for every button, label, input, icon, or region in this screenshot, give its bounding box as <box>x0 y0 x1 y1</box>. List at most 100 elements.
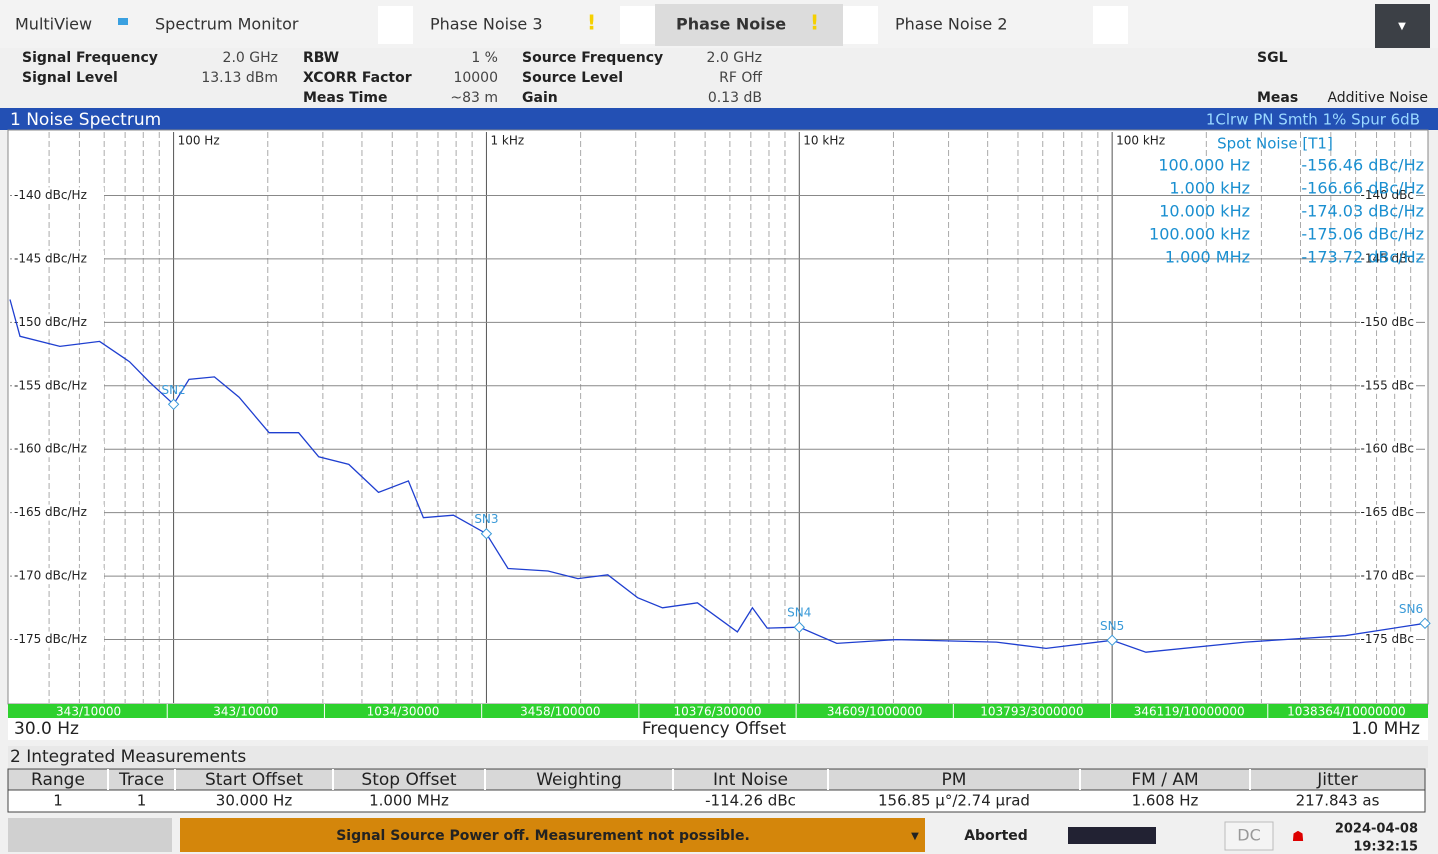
y-label-bg <box>12 314 104 331</box>
table-cell: 156.85 µ°/2.74 µrad <box>878 792 1030 810</box>
setting-label: RBW <box>303 50 339 66</box>
spot-offset: 100.000 kHz <box>1149 225 1250 244</box>
table-cell: 1 <box>53 792 63 810</box>
menu-arrow: ▼ <box>1398 21 1406 32</box>
tab-box[interactable] <box>1093 6 1128 44</box>
integrated-title-bar <box>8 746 1428 768</box>
tab-label[interactable]: Phase Noise 2 <box>895 15 1008 34</box>
spot-offset: 1.000 kHz <box>1169 179 1250 198</box>
y-right-label-bg <box>1360 187 1416 204</box>
message-bar[interactable] <box>180 818 925 852</box>
y-right-label-bg <box>1360 568 1416 585</box>
column-header: Range <box>31 770 85 790</box>
y-right-label-bg <box>1360 631 1416 648</box>
y-label-bg <box>12 631 104 648</box>
spot-value: -175.06 dBc/Hz <box>1301 225 1424 244</box>
setting-value: ~83 m <box>450 90 498 106</box>
column-header: Stop Offset <box>361 770 456 790</box>
setting-label: Meas Time <box>303 90 388 106</box>
setting-value: 13.13 dBm <box>201 70 278 86</box>
integrated-title: 2 Integrated Measurements <box>10 747 246 767</box>
tab-label[interactable]: Spectrum Monitor <box>155 15 299 34</box>
setting-label: Source Level <box>522 70 623 86</box>
segment-label: 10376/300000 <box>673 705 761 719</box>
message-arrow: ▼ <box>911 831 919 842</box>
x-end-label: 1.0 MHz <box>1351 719 1420 739</box>
x-tick-label: 100 Hz <box>178 134 220 148</box>
y-tick-label: -145 dBc/Hz <box>14 251 87 265</box>
setting-value: 10000 <box>453 70 498 86</box>
tab-box[interactable] <box>843 6 878 44</box>
trace-info: 1Clrw PN Smth 1% Spur 6dB <box>1206 111 1420 129</box>
setting-label: Signal Frequency <box>22 50 158 66</box>
plot-area <box>7 129 1429 705</box>
table-cell: 30.000 Hz <box>216 792 293 810</box>
spot-noise-title: Spot Noise [T1] <box>1217 135 1333 153</box>
spot-value: -174.03 dBc/Hz <box>1301 202 1424 221</box>
y-right-tick-label: -160 dBc <box>1361 442 1415 456</box>
setting-label: Gain <box>522 90 558 106</box>
x-tick-label: 100 kHz <box>1116 134 1165 148</box>
progress-bar <box>1068 827 1156 844</box>
y-label-bg <box>12 250 104 267</box>
spot-value: -156.46 dBc/Hz <box>1301 156 1424 175</box>
meas-label: Meas <box>1257 90 1298 106</box>
segment-label: 343/10000 <box>213 705 278 719</box>
tab-label[interactable]: Phase Noise 3 <box>430 15 543 34</box>
active-tab[interactable] <box>655 4 843 46</box>
tab-warning: ! <box>587 11 596 35</box>
status-state: Aborted <box>964 828 1028 844</box>
setting-label: Signal Level <box>22 70 118 86</box>
x-tick-label: 1 kHz <box>490 134 524 148</box>
table-cell: -114.26 dBc <box>705 792 796 810</box>
setting-value: 2.0 GHz <box>223 50 278 66</box>
y-right-label-bg <box>1360 250 1416 267</box>
menu-button[interactable] <box>1375 4 1430 48</box>
y-right-label-bg <box>1360 314 1416 331</box>
y-label-bg <box>12 187 104 204</box>
y-right-label-bg <box>1360 504 1416 521</box>
spot-offset: 100.000 Hz <box>1158 156 1250 175</box>
x-start-label: 30.0 Hz <box>14 719 79 739</box>
segment-label: 343/10000 <box>56 705 121 719</box>
column-header: Start Offset <box>205 770 303 790</box>
y-right-tick-label: -145 dBc <box>1361 251 1415 265</box>
tab-label[interactable]: Phase Noise <box>676 15 786 34</box>
table-cell: 1.000 MHz <box>369 792 449 810</box>
marker-label: SN3 <box>474 512 498 526</box>
chart-title: 1 Noise Spectrum <box>10 110 161 130</box>
tab-box[interactable] <box>378 6 413 44</box>
x-label-row <box>8 718 1428 740</box>
trace <box>9 299 1426 653</box>
column-header: Weighting <box>536 770 622 790</box>
table-cell: 1 <box>137 792 147 810</box>
y-right-tick-label: -155 dBc <box>1361 378 1415 392</box>
y-right-tick-label: -150 dBc <box>1361 315 1415 329</box>
status-date: 2024-04-08 <box>1335 822 1418 837</box>
marker <box>1419 617 1431 630</box>
spot-offset: 1.000 MHz <box>1165 248 1250 267</box>
status-time: 19:32:15 <box>1353 840 1418 854</box>
marker <box>793 621 805 633</box>
setting-value: 1 % <box>471 50 498 66</box>
y-right-label-bg <box>1360 441 1416 458</box>
y-label-bg <box>12 504 104 521</box>
status-message: Signal Source Power off. Measurement not… <box>336 828 750 844</box>
x-axis-label: Frequency Offset <box>642 719 787 739</box>
softkey[interactable] <box>8 818 172 852</box>
tab-label[interactable]: MultiView <box>15 15 92 34</box>
y-label-bg <box>12 377 104 394</box>
column-header: Int Noise <box>713 770 788 790</box>
segment-label: 1038364/10000000 <box>1287 705 1406 719</box>
coupling: DC <box>1237 826 1261 845</box>
marker-label: SN2 <box>161 383 185 397</box>
segment-label: 34609/1000000 <box>827 705 923 719</box>
tab-box[interactable] <box>620 6 655 44</box>
y-tick-label: -155 dBc/Hz <box>14 378 87 392</box>
mode: SGL <box>1257 50 1288 66</box>
table-cell: 1.608 Hz <box>1132 792 1199 810</box>
setting-label: Source Frequency <box>522 50 663 66</box>
table-body <box>7 789 1426 813</box>
y-right-tick-label: -175 dBc <box>1361 632 1415 646</box>
